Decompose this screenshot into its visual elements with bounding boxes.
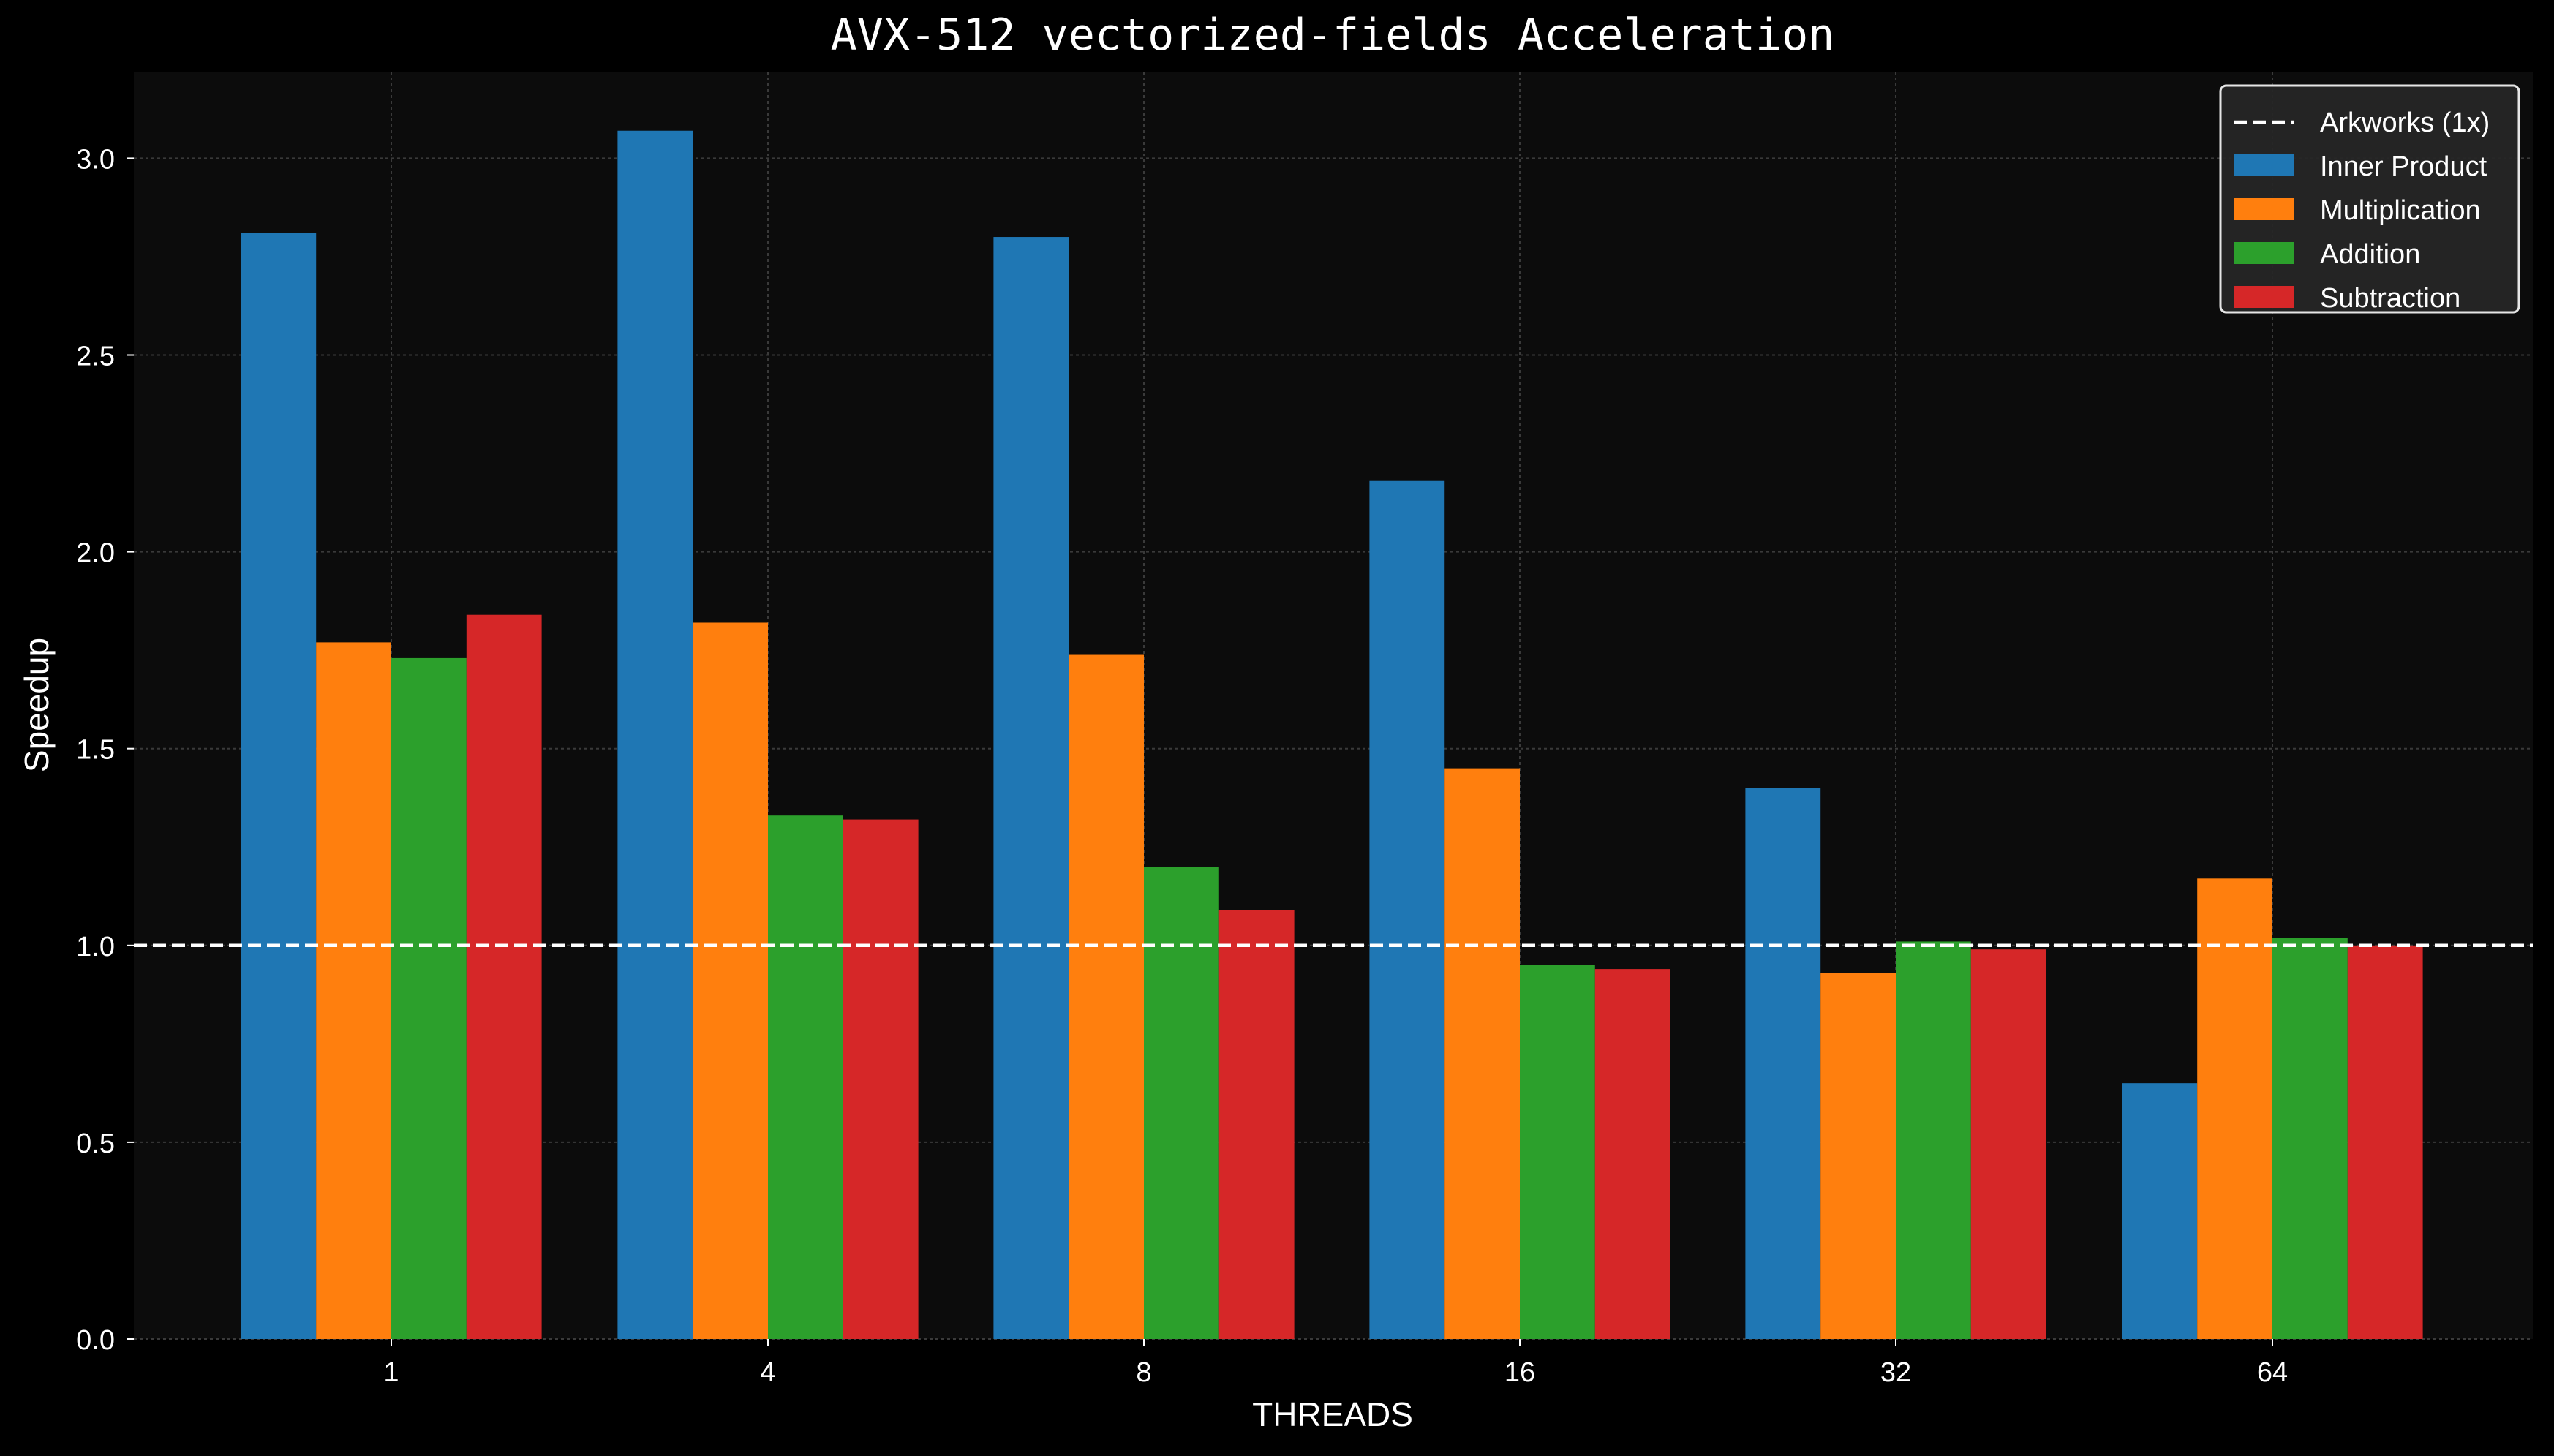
- y-axis: 0.0 0.5 1.0 1.5 2.0 2.5 3.0: [76, 144, 134, 1356]
- bar-multiplication: [316, 642, 391, 1339]
- x-tick-label: 64: [2257, 1357, 2288, 1388]
- x-axis-label: THREADS: [1252, 1395, 1413, 1433]
- x-tick-label: 4: [760, 1357, 775, 1388]
- legend-swatch: [2234, 242, 2294, 264]
- y-tick-label: 1.0: [76, 932, 115, 962]
- y-tick-label: 2.5: [76, 342, 115, 372]
- bar-inner-product: [993, 237, 1069, 1340]
- bar-multiplication: [693, 622, 768, 1339]
- legend-box: [2219, 84, 2520, 314]
- bar-multiplication: [2197, 878, 2272, 1339]
- bar-subtraction: [1970, 949, 2046, 1339]
- bars: [241, 130, 2423, 1340]
- legend-label: Arkworks (1x): [2320, 107, 2490, 138]
- y-tick-label: 0.0: [76, 1325, 115, 1356]
- y-tick-label: 1.5: [76, 735, 115, 766]
- legend-label: Inner Product: [2320, 151, 2487, 182]
- bar-inner-product: [1745, 788, 1821, 1339]
- bar-inner-product: [1369, 480, 1445, 1339]
- bar-subtraction: [1594, 969, 1670, 1339]
- bar-inner-product: [617, 130, 693, 1339]
- chart-title: AVX-512 vectorized-fields Acceleration: [831, 10, 1835, 61]
- bar-addition: [1144, 867, 1219, 1339]
- y-tick-label: 0.5: [76, 1128, 115, 1159]
- x-tick-label: 8: [1136, 1357, 1151, 1388]
- bar-subtraction: [843, 819, 919, 1339]
- legend-swatch: [2234, 198, 2294, 220]
- x-axis: 1 4 8 16 32 64: [383, 1339, 2288, 1388]
- bar-addition: [2272, 938, 2348, 1339]
- bar-multiplication: [1820, 973, 1896, 1339]
- bar-inner-product: [2122, 1083, 2198, 1339]
- x-tick-label: 1: [383, 1357, 399, 1388]
- bar-addition: [768, 815, 843, 1339]
- y-tick-label: 3.0: [76, 144, 115, 175]
- bar-addition: [391, 657, 467, 1339]
- legend: Arkworks (1x) Inner Product Multiplication…: [2219, 84, 2520, 314]
- legend-swatch: [2234, 154, 2294, 176]
- y-tick-label: 2.0: [76, 538, 115, 569]
- legend-label: Multiplication: [2320, 195, 2481, 226]
- bar-multiplication: [1069, 654, 1144, 1339]
- bar-subtraction: [2347, 945, 2423, 1339]
- bar-subtraction: [1218, 910, 1295, 1339]
- y-axis-label: Speedup: [18, 638, 56, 772]
- bar-addition: [1896, 941, 1971, 1339]
- bar-addition: [1520, 965, 1595, 1339]
- legend-label: Addition: [2320, 239, 2420, 270]
- x-tick-label: 16: [1504, 1357, 1535, 1388]
- bar-multiplication: [1444, 768, 1520, 1339]
- x-tick-label: 32: [1880, 1357, 1911, 1388]
- bar-inner-product: [241, 233, 317, 1339]
- legend-label: Subtraction: [2320, 283, 2460, 314]
- bar-subtraction: [466, 614, 542, 1339]
- legend-swatch: [2234, 286, 2294, 308]
